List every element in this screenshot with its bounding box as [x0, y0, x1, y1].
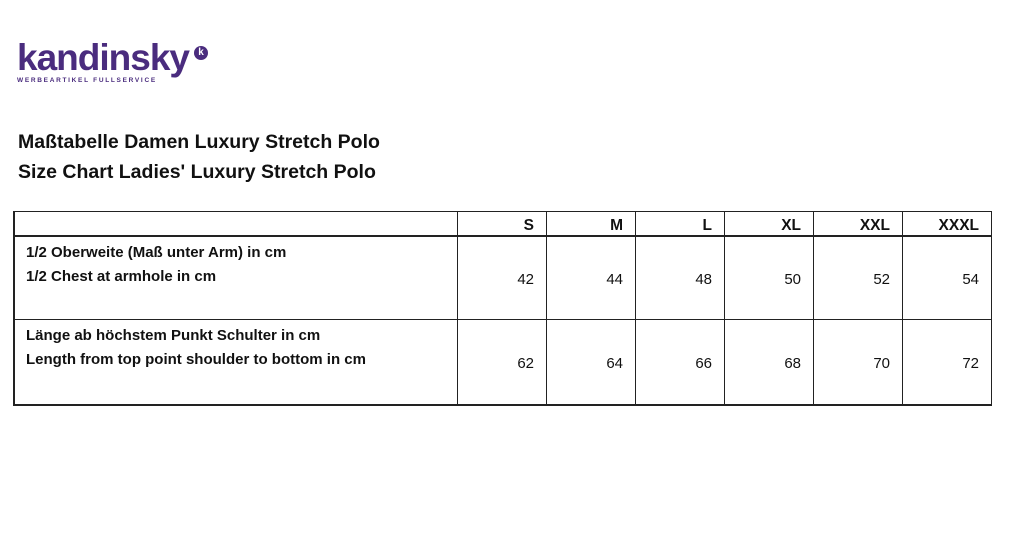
- cell-value: 44: [546, 235, 636, 320]
- logo-wordmark: kandinsky: [17, 37, 190, 78]
- table-row: Länge ab höchstem Punkt Schulter in cm L…: [13, 319, 992, 406]
- cell-value: 70: [813, 319, 903, 406]
- title-english: Size Chart Ladies' Luxury Stretch Polo: [18, 161, 376, 183]
- header-l: L: [635, 211, 725, 237]
- header-s: S: [457, 211, 547, 237]
- table-header-row: S M L XL XXL XXXL: [13, 211, 992, 237]
- row-label: 1/2 Oberweite (Maß unter Arm) in cm 1/2 …: [13, 235, 458, 320]
- cell-value: 66: [635, 319, 725, 406]
- cell-value: 52: [813, 235, 903, 320]
- kandinsky-logo: kandinsky k WERBEARTIKEL FULLSERVICE: [17, 37, 208, 85]
- cell-value: 48: [635, 235, 725, 320]
- size-chart-table: S M L XL XXL XXXL 1/2 Oberweite (Maß unt…: [13, 211, 992, 406]
- title-german: Maßtabelle Damen Luxury Stretch Polo: [18, 131, 380, 153]
- cell-value: 72: [902, 319, 992, 406]
- cell-value: 62: [457, 319, 547, 406]
- header-empty: [13, 211, 458, 237]
- cell-value: 64: [546, 319, 636, 406]
- cell-value: 42: [457, 235, 547, 320]
- cell-value: 54: [902, 235, 992, 320]
- logo-row: kandinsky k: [17, 37, 208, 78]
- row-label-de: 1/2 Oberweite (Maß unter Arm) in cm: [26, 244, 287, 261]
- row-label-en: Length from top point shoulder to bottom…: [26, 351, 366, 368]
- row-label: Länge ab höchstem Punkt Schulter in cm L…: [13, 319, 458, 406]
- table-row: 1/2 Oberweite (Maß unter Arm) in cm 1/2 …: [13, 235, 992, 320]
- row-label-de: Länge ab höchstem Punkt Schulter in cm: [26, 327, 321, 344]
- row-label-en: 1/2 Chest at armhole in cm: [26, 268, 217, 285]
- cell-value: 50: [724, 235, 814, 320]
- header-xl: XL: [724, 211, 814, 237]
- cell-value: 68: [724, 319, 814, 406]
- header-m: M: [546, 211, 636, 237]
- logo-k-icon: k: [193, 46, 208, 60]
- header-xxl: XXL: [813, 211, 903, 237]
- logo-tagline: WERBEARTIKEL FULLSERVICE: [17, 77, 157, 84]
- header-xxxl: XXXL: [902, 211, 992, 237]
